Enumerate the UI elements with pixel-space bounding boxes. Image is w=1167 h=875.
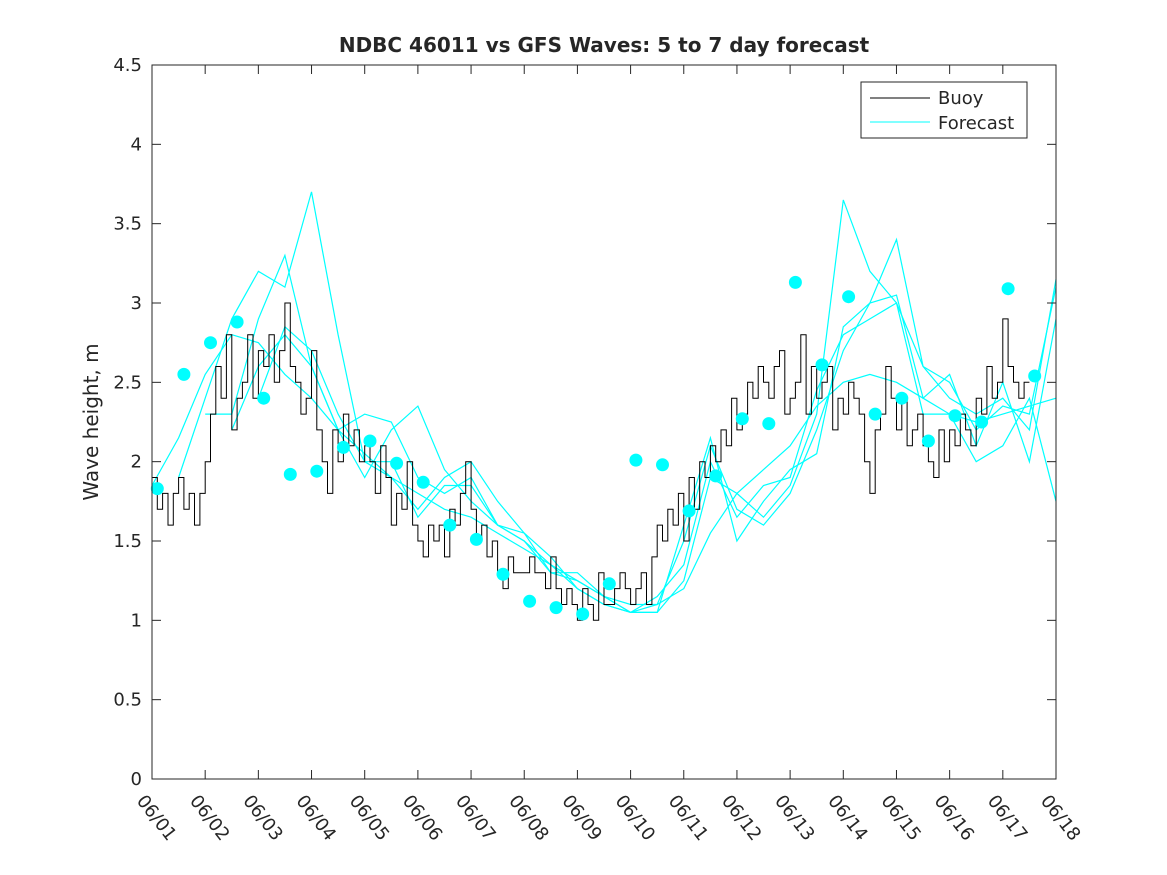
y-tick-label: 1 (131, 610, 142, 631)
forecast-marker (230, 315, 244, 329)
y-tick-label: 2 (131, 452, 142, 473)
x-tick-label: 06/18 (1036, 791, 1084, 845)
y-tick-label: 4 (131, 134, 142, 155)
y-tick-label: 4.5 (113, 55, 142, 76)
legend: Buoy Forecast (860, 81, 1028, 139)
y-tick-label: 2.5 (113, 372, 142, 393)
y-tick-label: 0.5 (113, 690, 142, 711)
x-tick-label: 06/14 (823, 791, 871, 845)
x-tick-label: 06/06 (398, 791, 446, 845)
forecast-marker (602, 577, 616, 591)
forecast-marker (150, 482, 164, 496)
chart-title: NDBC 46011 vs GFS Waves: 5 to 7 day fore… (339, 33, 870, 57)
x-tick-label: 06/02 (185, 791, 233, 845)
y-axis-label: Wave height, m (79, 343, 103, 500)
forecast-marker (257, 391, 271, 405)
x-tick-label: 06/01 (132, 791, 180, 845)
x-tick-label: 06/16 (930, 791, 978, 845)
x-tick-label: 06/05 (345, 791, 393, 845)
forecast-marker (682, 504, 696, 518)
x-tick-label: 06/13 (770, 791, 818, 845)
forecast-marker (496, 567, 510, 581)
x-tick-label: 06/12 (717, 791, 765, 845)
forecast-marker (709, 469, 723, 483)
forecast-marker (416, 475, 430, 489)
forecast-marker (523, 594, 537, 608)
x-tick-label: 06/03 (238, 791, 286, 845)
forecast-marker (868, 407, 882, 421)
forecast-marker (336, 440, 350, 454)
forecast-marker (815, 358, 829, 372)
forecast-marker (656, 458, 669, 472)
forecast-marker (310, 464, 324, 478)
forecast-line-2 (178, 191, 1057, 614)
series-layer (150, 191, 1057, 621)
forecast-marker (204, 336, 217, 350)
legend-buoy-label: Buoy (938, 88, 984, 109)
x-tick-label: 06/10 (611, 791, 659, 845)
forecast-line-4 (231, 302, 1057, 614)
forecast-marker (576, 607, 590, 621)
forecast-marker (443, 518, 457, 532)
forecast-marker (788, 275, 802, 289)
plot-frame (151, 64, 1057, 780)
x-tick-label: 06/08 (504, 791, 552, 845)
forecast-marker (975, 415, 989, 429)
forecast-marker (895, 391, 909, 405)
forecast-marker (629, 453, 643, 467)
legend-box (860, 81, 1028, 139)
forecast-marker (363, 434, 377, 448)
forecast-marker (948, 409, 962, 423)
forecast-marker (549, 601, 563, 615)
y-tick-label: 3.5 (113, 214, 142, 235)
forecast-marker (1001, 282, 1015, 296)
x-tick-label: 06/07 (451, 791, 499, 845)
forecast-marker (1028, 369, 1042, 383)
forecast-line-3 (205, 237, 1057, 614)
forecast-marker (842, 290, 856, 304)
forecast-marker (177, 367, 191, 381)
forecast-marker (735, 412, 749, 426)
forecast-marker (921, 434, 935, 448)
y-axis: 0 0.5 1 1.5 2 2.5 3 3.5 4 4.5 (113, 55, 1056, 790)
x-tick-label: 06/09 (557, 791, 605, 845)
y-tick-label: 0 (131, 769, 142, 790)
y-tick-label: 3 (131, 293, 142, 314)
legend-forecast-label: Forecast (938, 113, 1014, 134)
x-axis: 06/01 06/02 06/03 06/04 06/05 06/06 06/07 06/08… (132, 65, 1085, 845)
forecast-marker (762, 417, 776, 431)
forecast-marker (469, 532, 483, 546)
x-tick-label: 06/17 (983, 791, 1031, 845)
forecast-marker (283, 467, 297, 481)
x-tick-label: 06/15 (877, 791, 925, 845)
y-tick-label: 1.5 (113, 531, 142, 552)
buoy-line (152, 302, 1030, 621)
forecast-marker (390, 456, 404, 470)
x-tick-label: 06/11 (664, 791, 712, 845)
x-tick-label: 06/04 (292, 791, 340, 845)
